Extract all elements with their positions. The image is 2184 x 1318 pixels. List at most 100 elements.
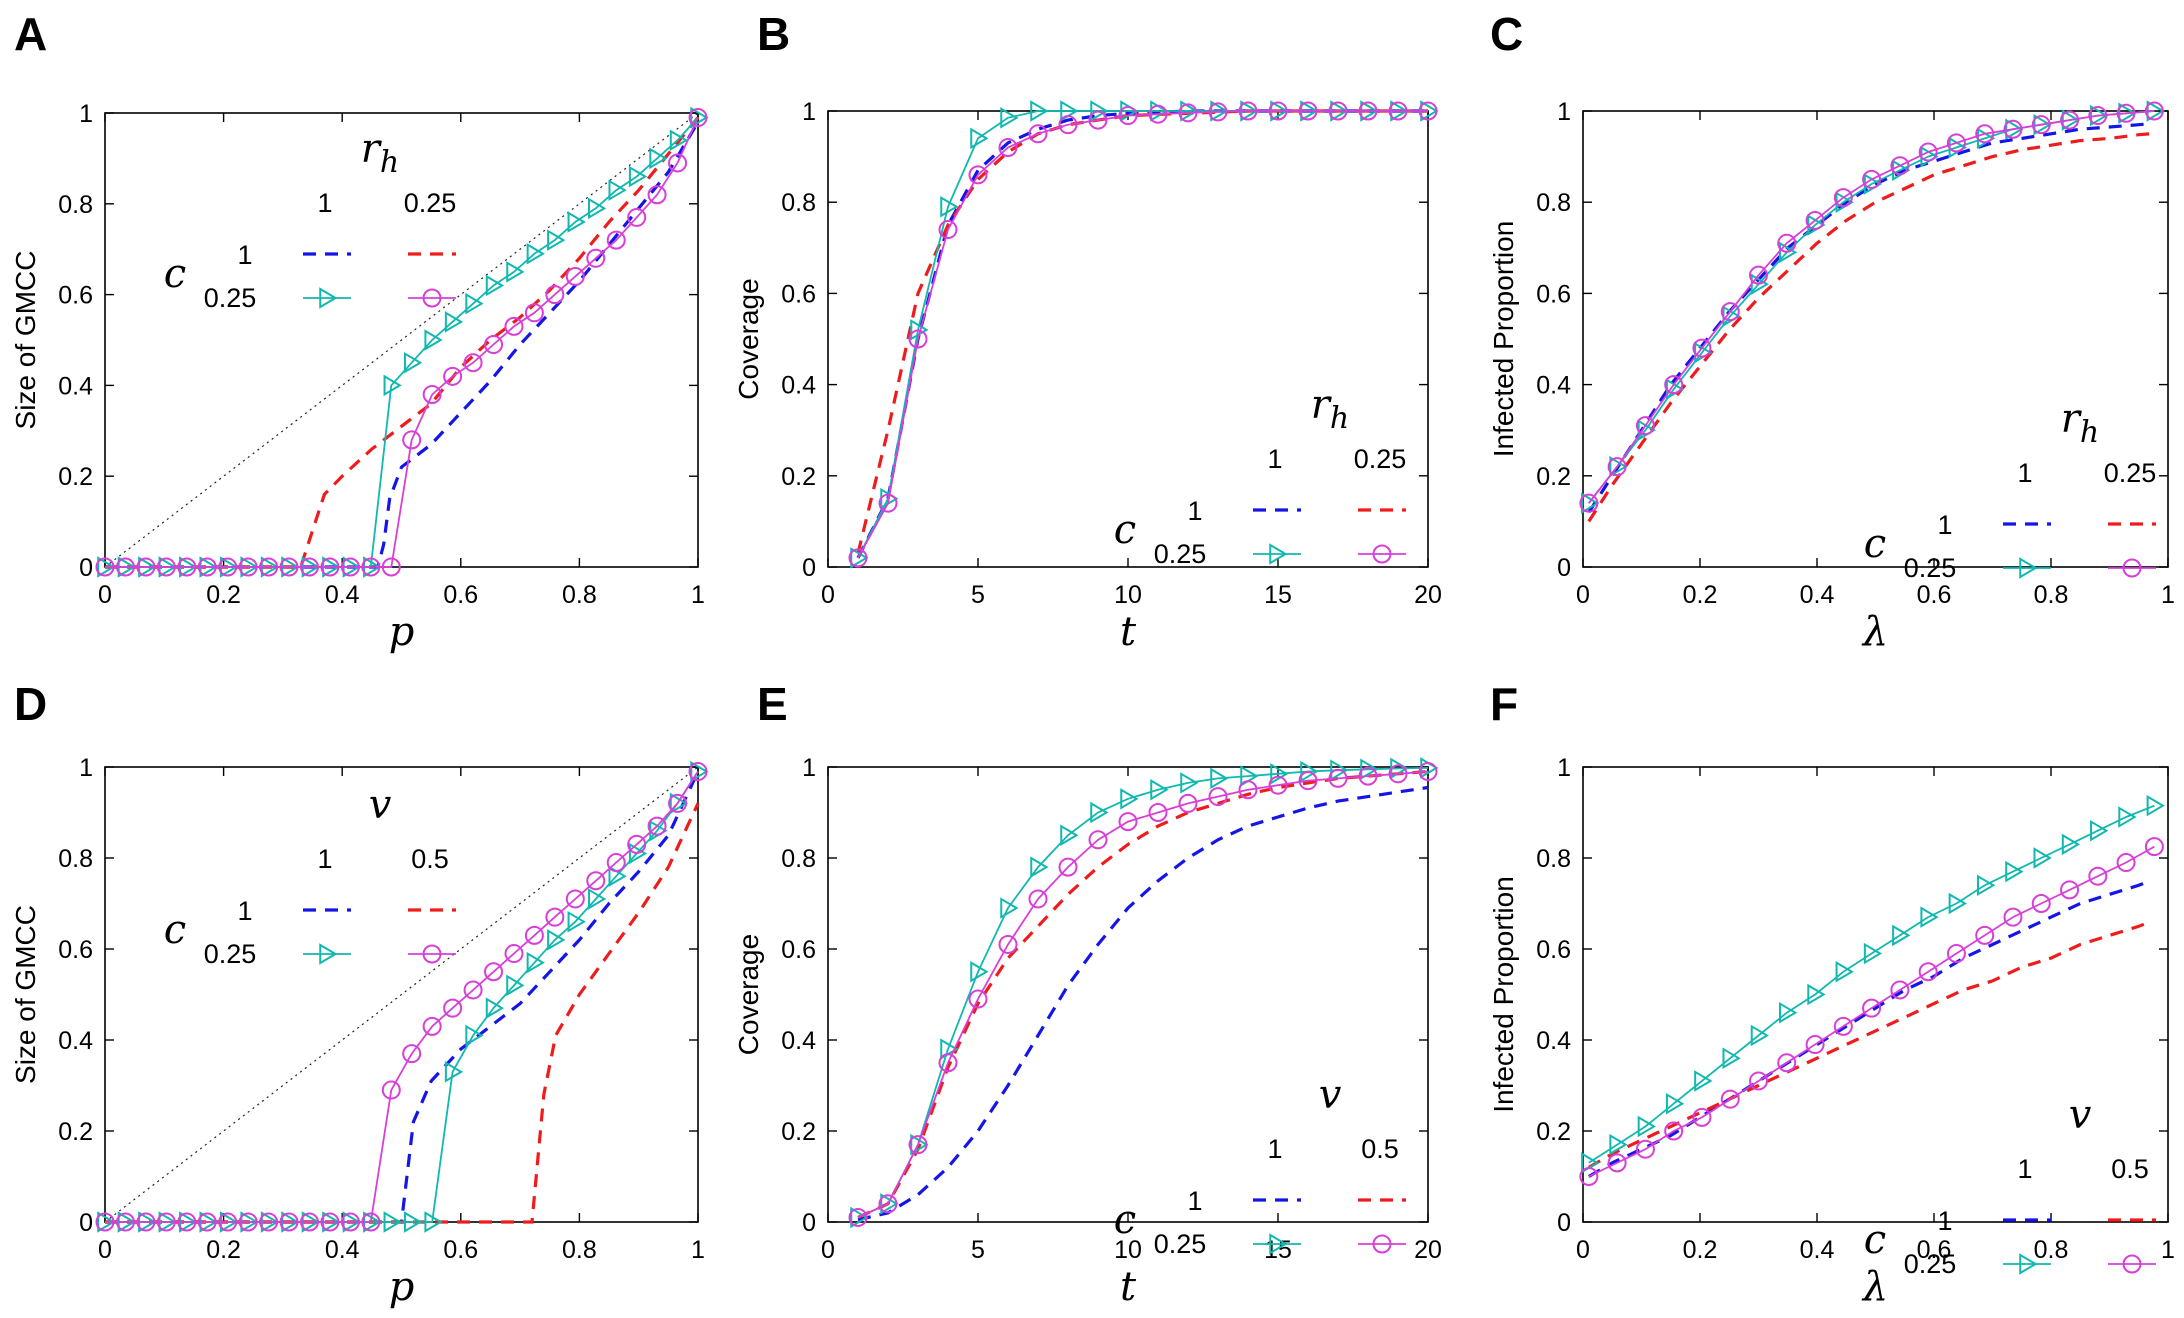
data-point [95, 557, 115, 577]
legend: rh 1 0.25 1 0.25 c [1864, 396, 2156, 583]
legend-column-2: 0.25 [1354, 444, 1407, 474]
series-2 [97, 760, 709, 1233]
y-tick-label: 0.6 [1536, 280, 1571, 308]
legend-marker-circle [2122, 1254, 2142, 1274]
data-point [1607, 1153, 1627, 1173]
data-point [1328, 101, 1348, 121]
series-3 [1579, 837, 2164, 1186]
legend-marker-circle [422, 288, 442, 308]
data-point [1579, 1167, 1599, 1186]
data-point [1807, 983, 1826, 1006]
panel-label: F [1490, 678, 1518, 730]
legend-row-variable: c [164, 251, 186, 297]
x-tick-label: 0.6 [1917, 581, 1952, 609]
data-point [506, 261, 525, 283]
y-tick-label: 0 [802, 1209, 816, 1237]
data-point [1238, 780, 1258, 800]
data-point [850, 547, 869, 569]
legend-marker-triangle [319, 287, 338, 309]
data-point [156, 557, 176, 577]
series-line [1587, 879, 2151, 1178]
legend-column-variable: rh [2061, 396, 2099, 450]
y-tick-label: 0 [1557, 1209, 1571, 1237]
y-tick-label: 0.2 [781, 463, 816, 491]
series-0 [1587, 122, 2151, 514]
y-tick-label: 1 [79, 754, 93, 782]
data-point [1805, 1035, 1825, 1055]
series-line [1588, 804, 2155, 1164]
series-2 [850, 100, 1439, 569]
data-point [1088, 110, 1108, 130]
x-axis-label: p [389, 1264, 415, 1310]
series-1 [1587, 132, 2151, 523]
y-tick-label: 0.6 [781, 280, 816, 308]
y-tick-label: 0.4 [781, 372, 816, 400]
data-point [1118, 812, 1138, 832]
legend-column-2: 0.25 [404, 188, 457, 218]
legend-column-2: 0.5 [2111, 1154, 2149, 1184]
data-point [1360, 758, 1379, 781]
data-point [1607, 457, 1627, 477]
data-point [1720, 1089, 1740, 1109]
x-tick-label: 0.2 [206, 581, 241, 609]
data-point [1779, 1001, 1798, 1024]
x-axis-label: t [1120, 609, 1137, 655]
data-point [1609, 455, 1628, 478]
data-point [2116, 853, 2136, 873]
data-point [880, 1193, 899, 1215]
x-tick-label: 10 [1114, 1236, 1142, 1264]
plot-frame [104, 112, 699, 568]
y-tick-label: 0.2 [1536, 463, 1571, 491]
data-point [938, 220, 958, 240]
data-point [606, 853, 626, 873]
data-point [218, 1212, 238, 1232]
data-point [908, 329, 928, 349]
y-tick-label: 0.4 [1536, 1027, 1571, 1055]
x-tick-label: 0.6 [443, 581, 478, 609]
data-point [545, 907, 565, 927]
y-axis-label: Size of GMCC [10, 251, 41, 430]
x-tick-label: 20 [1414, 1236, 1442, 1264]
data-point [1208, 102, 1228, 122]
panel-label: D [14, 678, 47, 730]
data-point [504, 316, 524, 336]
data-point [383, 1211, 402, 1233]
series-3 [848, 762, 1438, 1227]
data-point [1030, 100, 1049, 122]
data-point [1148, 803, 1168, 822]
series-line [105, 771, 699, 1223]
series-3 [95, 108, 708, 577]
series-2 [1581, 794, 2165, 1174]
data-point [1948, 892, 1967, 915]
series-2 [97, 106, 709, 578]
data-point [340, 1212, 360, 1232]
data-point [647, 816, 667, 836]
data-point [1635, 1139, 1655, 1159]
series-3 [848, 101, 1438, 568]
data-point [1330, 759, 1349, 781]
data-point [1418, 762, 1438, 782]
x-tick-label: 0.8 [562, 581, 597, 609]
data-point [628, 842, 648, 865]
legend-row-1: 1 [1187, 1186, 1202, 1216]
x-tick-label: 0.2 [1683, 1236, 1718, 1264]
x-tick-label: 1 [691, 581, 705, 609]
panel-f: F 0 0.2 0.4 0.6 0.8 1 0 0.2 0.4 0.6 0.8 1 λ Infected P… [1488, 678, 2175, 1310]
data-point [1694, 1070, 1713, 1092]
data-point [1300, 760, 1319, 783]
data-point [1030, 856, 1049, 878]
legend-row-variable: c [164, 907, 186, 953]
panel-label: B [757, 8, 790, 60]
data-point [422, 384, 442, 404]
legend-row-2: 0.25 [1904, 1249, 1957, 1279]
data-point [279, 557, 299, 577]
data-point [1208, 787, 1228, 807]
series-line [857, 769, 1429, 1219]
data-point [2005, 860, 2024, 883]
legend-column-2: 0.25 [2104, 458, 2157, 488]
data-point [1609, 1133, 1628, 1156]
data-point [606, 230, 626, 250]
series-line [857, 110, 1428, 559]
legend-column-variable: v [2069, 1092, 2092, 1138]
